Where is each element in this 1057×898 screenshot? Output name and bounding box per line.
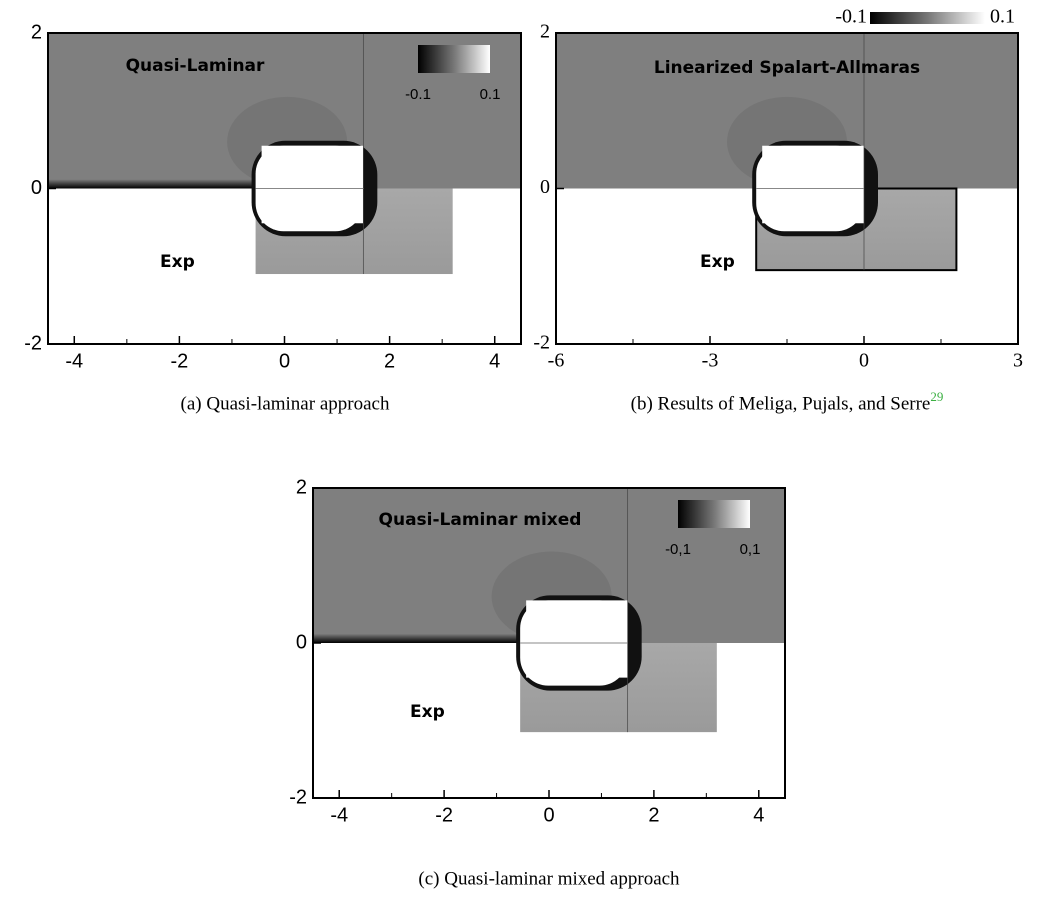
x-tick-label: -3: [702, 350, 719, 372]
page: -4 -2 0 2 4 -2 0 2 Quasi-Laminar Exp -0.1 0.1 (a) Qu…: [0, 0, 1057, 898]
annotation: Exp: [160, 252, 195, 272]
y-tick-label: -2: [24, 332, 42, 354]
panel: -4 -2 0 2 4 -2 0 2 Quasi-Laminar mixed Exp -0,1 0,1…: [289, 476, 785, 889]
y-tick-label: -2: [289, 786, 307, 808]
x-tick-label: -2: [435, 804, 453, 826]
x-tick-label: 3: [1013, 350, 1023, 372]
panel: -4 -2 0 2 4 -2 0 2 Quasi-Laminar Exp -0.1 0.1 (a) Qu…: [24, 21, 521, 414]
figure: -4 -2 0 2 4 -2 0 2 Quasi-Laminar Exp -0.1 0.1 (a) Qu…: [0, 0, 1057, 898]
x-tick-label: -4: [330, 804, 348, 826]
colorbar-label: 0.1: [480, 86, 501, 103]
caption: (b) Results of Meliga, Pujals, and Serre…: [631, 389, 944, 414]
y-tick-label: 0: [296, 631, 307, 653]
colorbar-label: -0,1: [665, 541, 691, 558]
x-tick-label: 2: [384, 350, 395, 372]
annotation: Quasi-Laminar mixed: [379, 510, 582, 530]
wake: [313, 634, 524, 643]
x-tick-label: 0: [543, 804, 554, 826]
citation[interactable]: 29: [930, 389, 943, 404]
colorbar: [678, 500, 750, 528]
x-tick-label: 4: [489, 350, 500, 372]
body-inner: [762, 146, 864, 224]
wake: [48, 179, 260, 188]
y-tick-label: 0: [540, 176, 550, 198]
colorbar: [870, 12, 985, 24]
annotation: Linearized Spalart-Allmaras: [654, 58, 920, 78]
annotation: Exp: [410, 702, 445, 722]
body-inner: [262, 146, 364, 224]
y-tick-label: 2: [31, 21, 42, 43]
colorbar-label: 0.1: [990, 6, 1015, 28]
y-tick-label: -2: [533, 332, 550, 354]
x-tick-label: 0: [279, 350, 290, 372]
x-tick-label: 2: [648, 804, 659, 826]
annotation: Exp: [700, 252, 735, 272]
y-tick-label: 2: [540, 21, 550, 43]
caption: (a) Quasi-laminar approach: [181, 393, 390, 414]
colorbar-label: -0.1: [835, 6, 867, 28]
colorbar-label: -0.1: [405, 86, 431, 103]
x-tick-label: 4: [753, 804, 764, 826]
colorbar-label: 0,1: [740, 541, 761, 558]
annotation: Quasi-Laminar: [126, 56, 265, 76]
x-tick-label: -2: [170, 350, 188, 372]
body-inner: [526, 600, 628, 677]
panel: -6 -3 0 3 -2 0 2 Linearized Spalart-Allmaras Exp…: [533, 6, 1023, 415]
x-tick-label: -6: [548, 350, 565, 372]
caption: (c) Quasi-laminar mixed approach: [418, 868, 680, 889]
y-tick-label: 2: [296, 476, 307, 498]
x-tick-label: -4: [65, 350, 83, 372]
x-tick-label: 0: [859, 350, 869, 372]
y-tick-label: 0: [31, 177, 42, 199]
colorbar: [418, 45, 490, 73]
